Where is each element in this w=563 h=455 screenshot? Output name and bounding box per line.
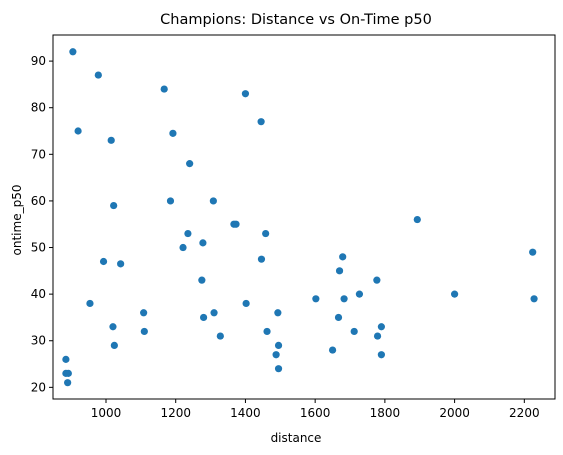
data-point xyxy=(334,313,343,322)
data-point xyxy=(169,129,177,137)
y-tick-label: 60 xyxy=(31,194,46,208)
data-point xyxy=(160,85,168,93)
data-point xyxy=(272,351,280,359)
data-point xyxy=(117,260,125,268)
y-tick-label: 90 xyxy=(31,54,46,68)
x-tick-label: 1800 xyxy=(370,406,401,420)
y-tick-label: 70 xyxy=(31,147,46,161)
data-point xyxy=(355,290,364,298)
data-point xyxy=(99,257,108,266)
data-point xyxy=(94,71,102,79)
data-point xyxy=(262,229,270,238)
data-point xyxy=(184,229,192,238)
data-point xyxy=(339,253,347,261)
data-point xyxy=(350,327,358,336)
y-tick-label: 20 xyxy=(31,380,46,394)
y-tick-label: 40 xyxy=(31,287,46,301)
data-point xyxy=(86,299,94,308)
x-tick-label: 2200 xyxy=(509,406,540,420)
x-tick-label: 1600 xyxy=(300,406,331,420)
y-tick-label: 30 xyxy=(31,334,46,348)
data-point xyxy=(64,369,72,377)
data-point xyxy=(200,313,208,322)
data-point xyxy=(335,267,344,275)
data-point xyxy=(413,215,421,224)
y-tick-label: 50 xyxy=(31,241,46,255)
x-tick-label: 1400 xyxy=(230,406,261,420)
x-tick-label: 1200 xyxy=(160,406,191,420)
data-point xyxy=(107,136,115,144)
data-point xyxy=(179,243,187,252)
data-point xyxy=(529,248,537,256)
chart-title: Champions: Distance vs On-Time p50 xyxy=(160,12,432,28)
data-point xyxy=(209,197,217,205)
data-point xyxy=(241,90,250,98)
data-point xyxy=(166,197,175,205)
data-point xyxy=(530,295,538,303)
data-point xyxy=(257,118,265,126)
data-point xyxy=(186,160,194,168)
x-axis-label: distance xyxy=(271,431,322,445)
data-point xyxy=(62,355,70,363)
data-point xyxy=(242,299,250,308)
data-point xyxy=(257,255,266,263)
x-axis-ticks: 1000 1200 1400 1600 1800 2000 2200 xyxy=(91,399,540,420)
data-point xyxy=(140,327,148,336)
data-point xyxy=(274,309,282,317)
data-point xyxy=(216,332,224,340)
data-point xyxy=(274,341,283,350)
x-tick-label: 2000 xyxy=(439,406,470,420)
data-point xyxy=(64,379,72,387)
data-point xyxy=(451,290,459,298)
data-point xyxy=(373,276,381,284)
data-point xyxy=(312,295,320,303)
x-tick-label: 1000 xyxy=(91,406,122,420)
y-axis-ticks: 20 30 40 50 60 70 80 90 xyxy=(31,54,53,394)
data-point xyxy=(210,309,218,317)
data-point xyxy=(74,127,82,135)
data-point xyxy=(377,323,385,331)
data-point xyxy=(377,351,385,359)
data-point xyxy=(328,346,337,354)
data-point xyxy=(109,323,117,331)
data-point xyxy=(373,332,382,340)
data-point xyxy=(232,220,240,228)
data-point xyxy=(198,276,206,284)
y-axis-label: ontime_p50 xyxy=(10,185,24,256)
plot-area-frame xyxy=(52,34,556,400)
data-point xyxy=(199,239,207,247)
data-point xyxy=(274,365,283,373)
data-point xyxy=(69,48,77,56)
data-point xyxy=(263,327,271,336)
y-tick-label: 80 xyxy=(31,101,46,115)
data-points xyxy=(62,48,538,387)
data-point xyxy=(140,309,148,317)
data-point xyxy=(110,201,118,210)
data-point xyxy=(110,341,118,350)
data-point xyxy=(340,295,348,303)
